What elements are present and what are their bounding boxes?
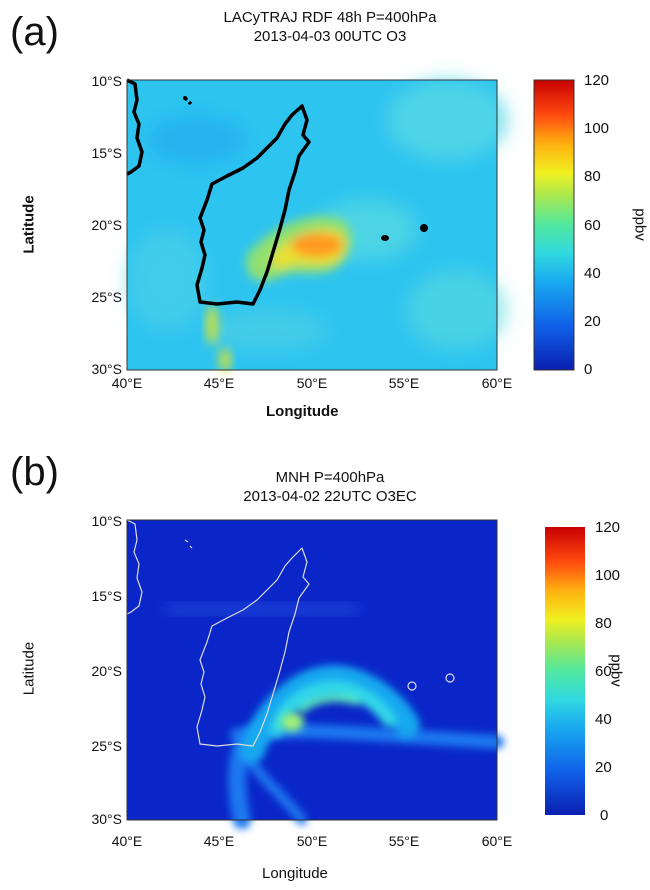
panel-b-ozone-max — [280, 712, 304, 732]
panel-b-island — [407, 681, 417, 691]
panel-a-ytick: 10°S — [91, 73, 122, 89]
panel-a-frame — [126, 79, 498, 371]
panel-a-title-line1: LACyTRAJ RDF 48h P=400hPa — [223, 9, 437, 26]
panel-b-africa-coast — [126, 519, 143, 615]
panel-a-title-line2: 2013-04-03 00UTC O3 — [253, 28, 407, 45]
panel-b-faint-band — [167, 604, 357, 614]
panel-a-title: LACyTRAJ RDF 48h P=400hPa 2013-04-03 00U… — [180, 8, 480, 46]
panel-b-cbtick: 80 — [595, 615, 612, 632]
panel-a-ozone-band — [246, 216, 352, 282]
panel-a-cbtick: 80 — [584, 168, 601, 185]
panel-b-ytick: 30°S — [91, 811, 122, 827]
panel-a-label: (a) — [10, 10, 59, 54]
panel-b-xtick: 60°E — [481, 833, 513, 849]
panel-b-coastline — [126, 519, 455, 747]
panel-b-xtick: 55°E — [388, 833, 420, 849]
panel-a-cbtick: 100 — [584, 120, 610, 137]
panel-b-title-line2: 2013-04-02 22UTC O3EC — [243, 488, 417, 505]
panel-a-cbtick: 40 — [584, 265, 601, 282]
panel-a-africa-coast — [126, 78, 144, 176]
panel-b-cbtick: 120 — [595, 519, 621, 536]
panel-a-xtick: 55°E — [388, 375, 420, 391]
panel-a-ytick: 30°S — [91, 361, 122, 377]
panel-b-ozone-plume — [239, 664, 420, 763]
panel-a-ozone-tongue — [206, 305, 231, 372]
panel-b-cbtick: 100 — [595, 567, 621, 584]
panel-b-madagascar-outline — [196, 547, 310, 747]
panel-b-ytick: 10°S — [91, 513, 122, 529]
panel-b-cbtick: 60 — [595, 663, 612, 680]
panel-b-title-line1: MNH P=400hPa — [275, 469, 385, 486]
panel-b-xlabel: Longitude — [262, 865, 328, 882]
panel-b-ytick: 25°S — [91, 738, 122, 754]
panel-a-islands — [183, 96, 428, 241]
panel-b-ylabel: Latitude — [20, 641, 38, 696]
panel-a-cbtick: 120 — [584, 72, 610, 89]
panel-a-ozone-max — [291, 233, 343, 257]
panel-a-cbtick: 60 — [584, 217, 601, 234]
panel-b-cbtick: 40 — [595, 711, 612, 728]
panel-a-madagascar-outline — [195, 104, 311, 306]
panel-a-ylabel: Latitude — [20, 195, 38, 254]
panel-a-xlabel: Longitude — [266, 403, 339, 420]
panel-b-frame — [126, 519, 498, 821]
panel-a-map — [126, 78, 507, 372]
panel-b-colorbar — [545, 527, 585, 815]
panel-a-xtick: 50°E — [296, 375, 328, 391]
panel-b-comoros — [184, 539, 193, 549]
panel-a-xtick: 60°E — [481, 375, 513, 391]
panel-a-ytick: 25°S — [91, 289, 122, 305]
panel-b-label: (b) — [10, 450, 59, 494]
panel-a-xtick: 45°E — [203, 375, 235, 391]
panel-b-cbtick: 0 — [600, 807, 609, 824]
panel-b-xtick: 50°E — [296, 833, 328, 849]
panel-b-title: MNH P=400hPa 2013-04-02 22UTC O3EC — [180, 468, 480, 506]
panel-a-ytick: 20°S — [91, 217, 122, 233]
panel-a-cbtick: 0 — [584, 361, 593, 378]
panel-b-map — [126, 519, 504, 829]
panel-b-xtick: 40°E — [111, 833, 143, 849]
panel-a-colorbar — [533, 79, 575, 371]
panel-b-colorbar-label: ppbv — [607, 654, 625, 687]
panel-b-xtick: 45°E — [203, 833, 235, 849]
panel-b-ytick: 20°S — [91, 663, 122, 679]
panel-b-cbtick: 20 — [595, 759, 612, 776]
panel-a-ytick: 15°S — [91, 145, 122, 161]
panel-a-field-texture — [127, 80, 507, 350]
panel-b-island — [445, 673, 455, 683]
panel-a-cbtick: 20 — [584, 313, 601, 330]
panel-a-colorbar-label: ppbv — [631, 208, 649, 241]
panel-b-ytick: 15°S — [91, 588, 122, 604]
panel-a-xtick: 40°E — [111, 375, 143, 391]
